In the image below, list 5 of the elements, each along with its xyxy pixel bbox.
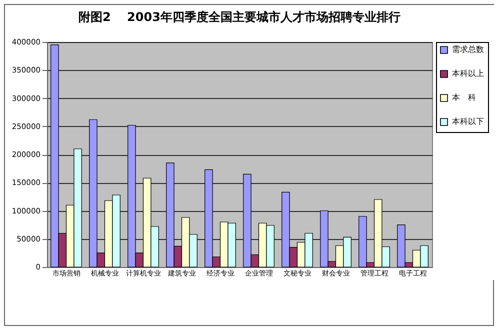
chart-title: 附图2 2003年四季度全国主要城市人才市场招聘专业排行 [78, 10, 400, 24]
legend-label: 本 科 [452, 93, 476, 102]
legend-label: 本科以上 [452, 69, 484, 78]
legend-label: 需求总数 [452, 45, 484, 54]
legend-label: 本科以下 [452, 117, 484, 126]
